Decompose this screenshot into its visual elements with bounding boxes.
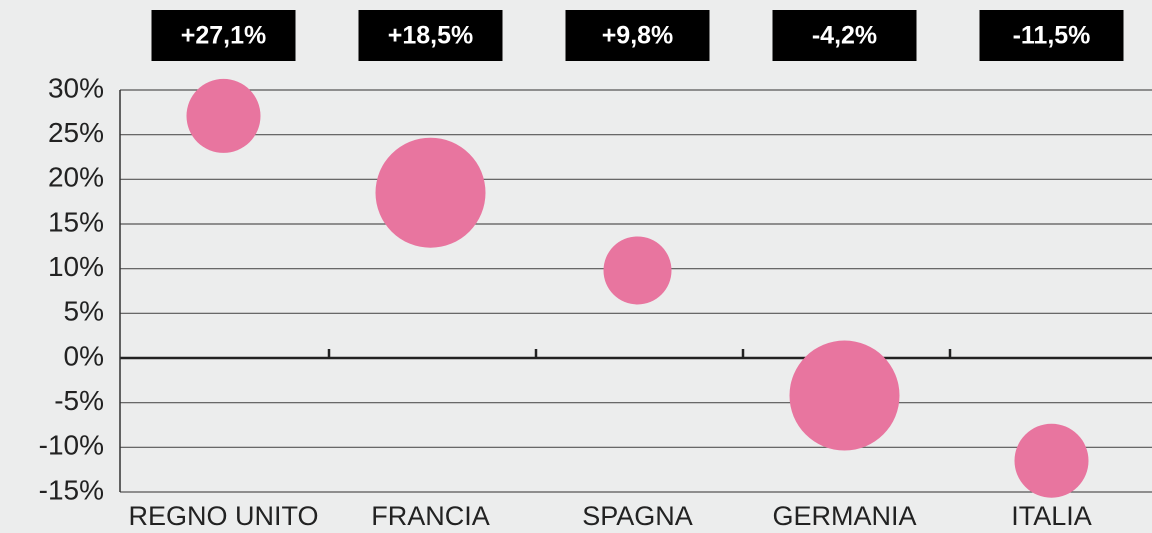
y-tick-label: -10% — [39, 430, 104, 461]
y-tick-label: 15% — [48, 206, 104, 237]
y-tick-label: 0% — [64, 340, 104, 371]
value-label: +27,1% — [181, 22, 267, 50]
x-tick-label: GERMANIA — [772, 501, 916, 531]
value-label: -4,2% — [812, 22, 877, 50]
value-label-box — [151, 10, 296, 61]
y-tick-label: -5% — [54, 385, 104, 416]
x-tick-label: FRANCIA — [371, 501, 490, 531]
value-label: +18,5% — [388, 22, 474, 50]
bubble — [789, 340, 900, 451]
bubble — [1014, 423, 1089, 498]
y-tick-label: 30% — [48, 72, 104, 103]
y-tick-label: 10% — [48, 251, 104, 282]
value-label-box — [565, 10, 710, 61]
x-tick-label: REGNO UNITO — [128, 501, 318, 531]
bubble — [186, 78, 261, 153]
y-tick-label: -15% — [39, 474, 104, 505]
x-tick-label: ITALIA — [1011, 501, 1092, 531]
bubble — [603, 236, 672, 305]
value-label-box — [772, 10, 917, 61]
x-tick-label: SPAGNA — [582, 501, 693, 531]
bubble — [375, 137, 486, 248]
y-tick-label: 25% — [48, 117, 104, 148]
y-tick-label: 20% — [48, 162, 104, 193]
value-label: -11,5% — [1013, 22, 1091, 50]
value-label: +9,8% — [602, 22, 674, 50]
value-label-box — [979, 10, 1124, 61]
value-label-box — [358, 10, 503, 61]
y-tick-label: 5% — [64, 296, 104, 327]
